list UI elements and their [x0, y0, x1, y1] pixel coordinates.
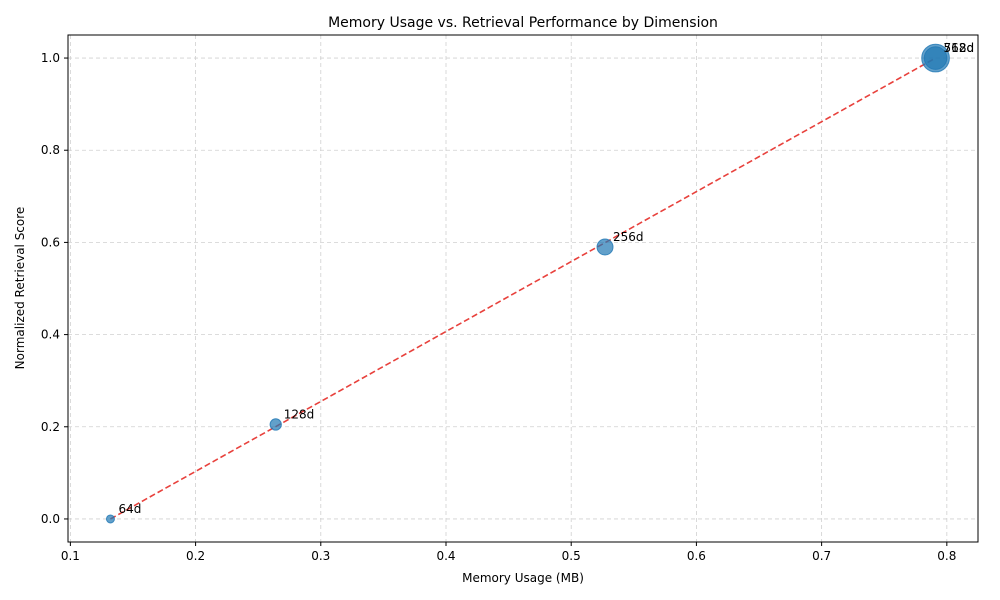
points-layer	[105, 43, 950, 524]
x-axis-ticks: 0.1 0.2 0.3 0.4 0.5 0.6 0.7 0.8	[61, 542, 956, 563]
y-tick-label: 1.0	[41, 51, 60, 65]
y-tick-label: 0.6	[41, 235, 60, 249]
point-label-768d: 768d	[944, 41, 975, 55]
x-tick-label: 0.3	[311, 549, 330, 563]
y-tick-label: 0.4	[41, 328, 60, 342]
y-tick-label: 0.0	[41, 512, 60, 526]
chart-title: Memory Usage vs. Retrieval Performance b…	[328, 15, 718, 31]
x-tick-label: 0.1	[61, 549, 80, 563]
scatter-point-128d	[269, 418, 282, 431]
x-tick-label: 0.6	[687, 549, 706, 563]
y-tick-label: 0.2	[41, 420, 60, 434]
point-label-128d: 128d	[284, 407, 315, 421]
x-axis-label: Memory Usage (MB)	[462, 571, 584, 585]
trend-line	[110, 57, 936, 520]
x-tick-label: 0.5	[562, 549, 581, 563]
y-axis-label: Normalized Retrieval Score	[13, 207, 27, 370]
x-tick-label: 0.7	[812, 549, 831, 563]
plot-frame	[67, 34, 979, 543]
scatter-point-768d	[921, 43, 950, 73]
x-tick-label: 0.4	[436, 549, 455, 563]
point-label-512d: 512d	[944, 41, 975, 55]
point-label-256d: 256d	[613, 230, 644, 244]
x-tick-label: 0.2	[186, 549, 205, 563]
y-tick-label: 0.8	[41, 143, 60, 157]
scatter-point-64d	[105, 514, 115, 524]
grid	[68, 35, 978, 542]
scatter-point-256d	[596, 238, 614, 256]
trend-line-layer	[110, 57, 936, 520]
y-axis-ticks: 0.0 0.2 0.4 0.6 0.8 1.0	[41, 51, 68, 526]
point-label-64d: 64d	[118, 502, 141, 516]
x-tick-label: 0.8	[937, 549, 956, 563]
